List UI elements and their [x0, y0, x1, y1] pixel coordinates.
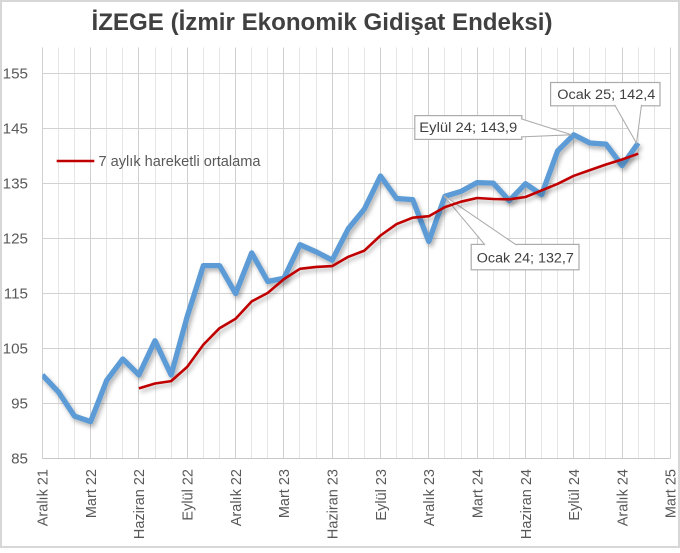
svg-text:İZEGE (İzmir Ekonomik Gidişat: İZEGE (İzmir Ekonomik Gidişat Endeksi) — [92, 9, 553, 36]
svg-text:115: 115 — [4, 286, 28, 303]
svg-text:Haziran 24: Haziran 24 — [519, 469, 535, 539]
svg-text:Eylül 24: Eylül 24 — [567, 469, 583, 521]
svg-text:95: 95 — [11, 395, 28, 412]
svg-text:Haziran 22: Haziran 22 — [132, 469, 148, 539]
svg-text:Eylül 23: Eylül 23 — [374, 469, 390, 521]
svg-text:Haziran 23: Haziran 23 — [326, 469, 342, 539]
svg-text:Ocak 25; 142,4: Ocak 25; 142,4 — [557, 87, 655, 103]
svg-text:Mart 25: Mart 25 — [664, 469, 680, 518]
svg-text:85: 85 — [11, 450, 28, 467]
svg-text:105: 105 — [3, 340, 28, 357]
svg-text:Ocak 24; 132,7: Ocak 24; 132,7 — [477, 250, 574, 266]
svg-text:Aralık 22: Aralık 22 — [229, 469, 245, 526]
svg-text:Mart 23: Mart 23 — [277, 469, 293, 518]
svg-text:Eylül 22: Eylül 22 — [181, 469, 197, 521]
svg-text:145: 145 — [3, 121, 28, 138]
svg-text:Aralık 24: Aralık 24 — [615, 469, 631, 526]
svg-text:Mart 24: Mart 24 — [470, 469, 486, 518]
svg-text:Mart 22: Mart 22 — [84, 469, 100, 518]
svg-text:Aralık 23: Aralık 23 — [422, 469, 438, 526]
svg-text:125: 125 — [3, 231, 28, 248]
svg-text:155: 155 — [3, 66, 28, 83]
svg-text:7 aylık hareketli ortalama: 7 aylık hareketli ortalama — [99, 154, 262, 170]
svg-text:135: 135 — [3, 176, 28, 193]
svg-text:Eylül 24; 143,9: Eylül 24; 143,9 — [419, 120, 517, 136]
svg-text:Aralık 21: Aralık 21 — [36, 469, 52, 526]
